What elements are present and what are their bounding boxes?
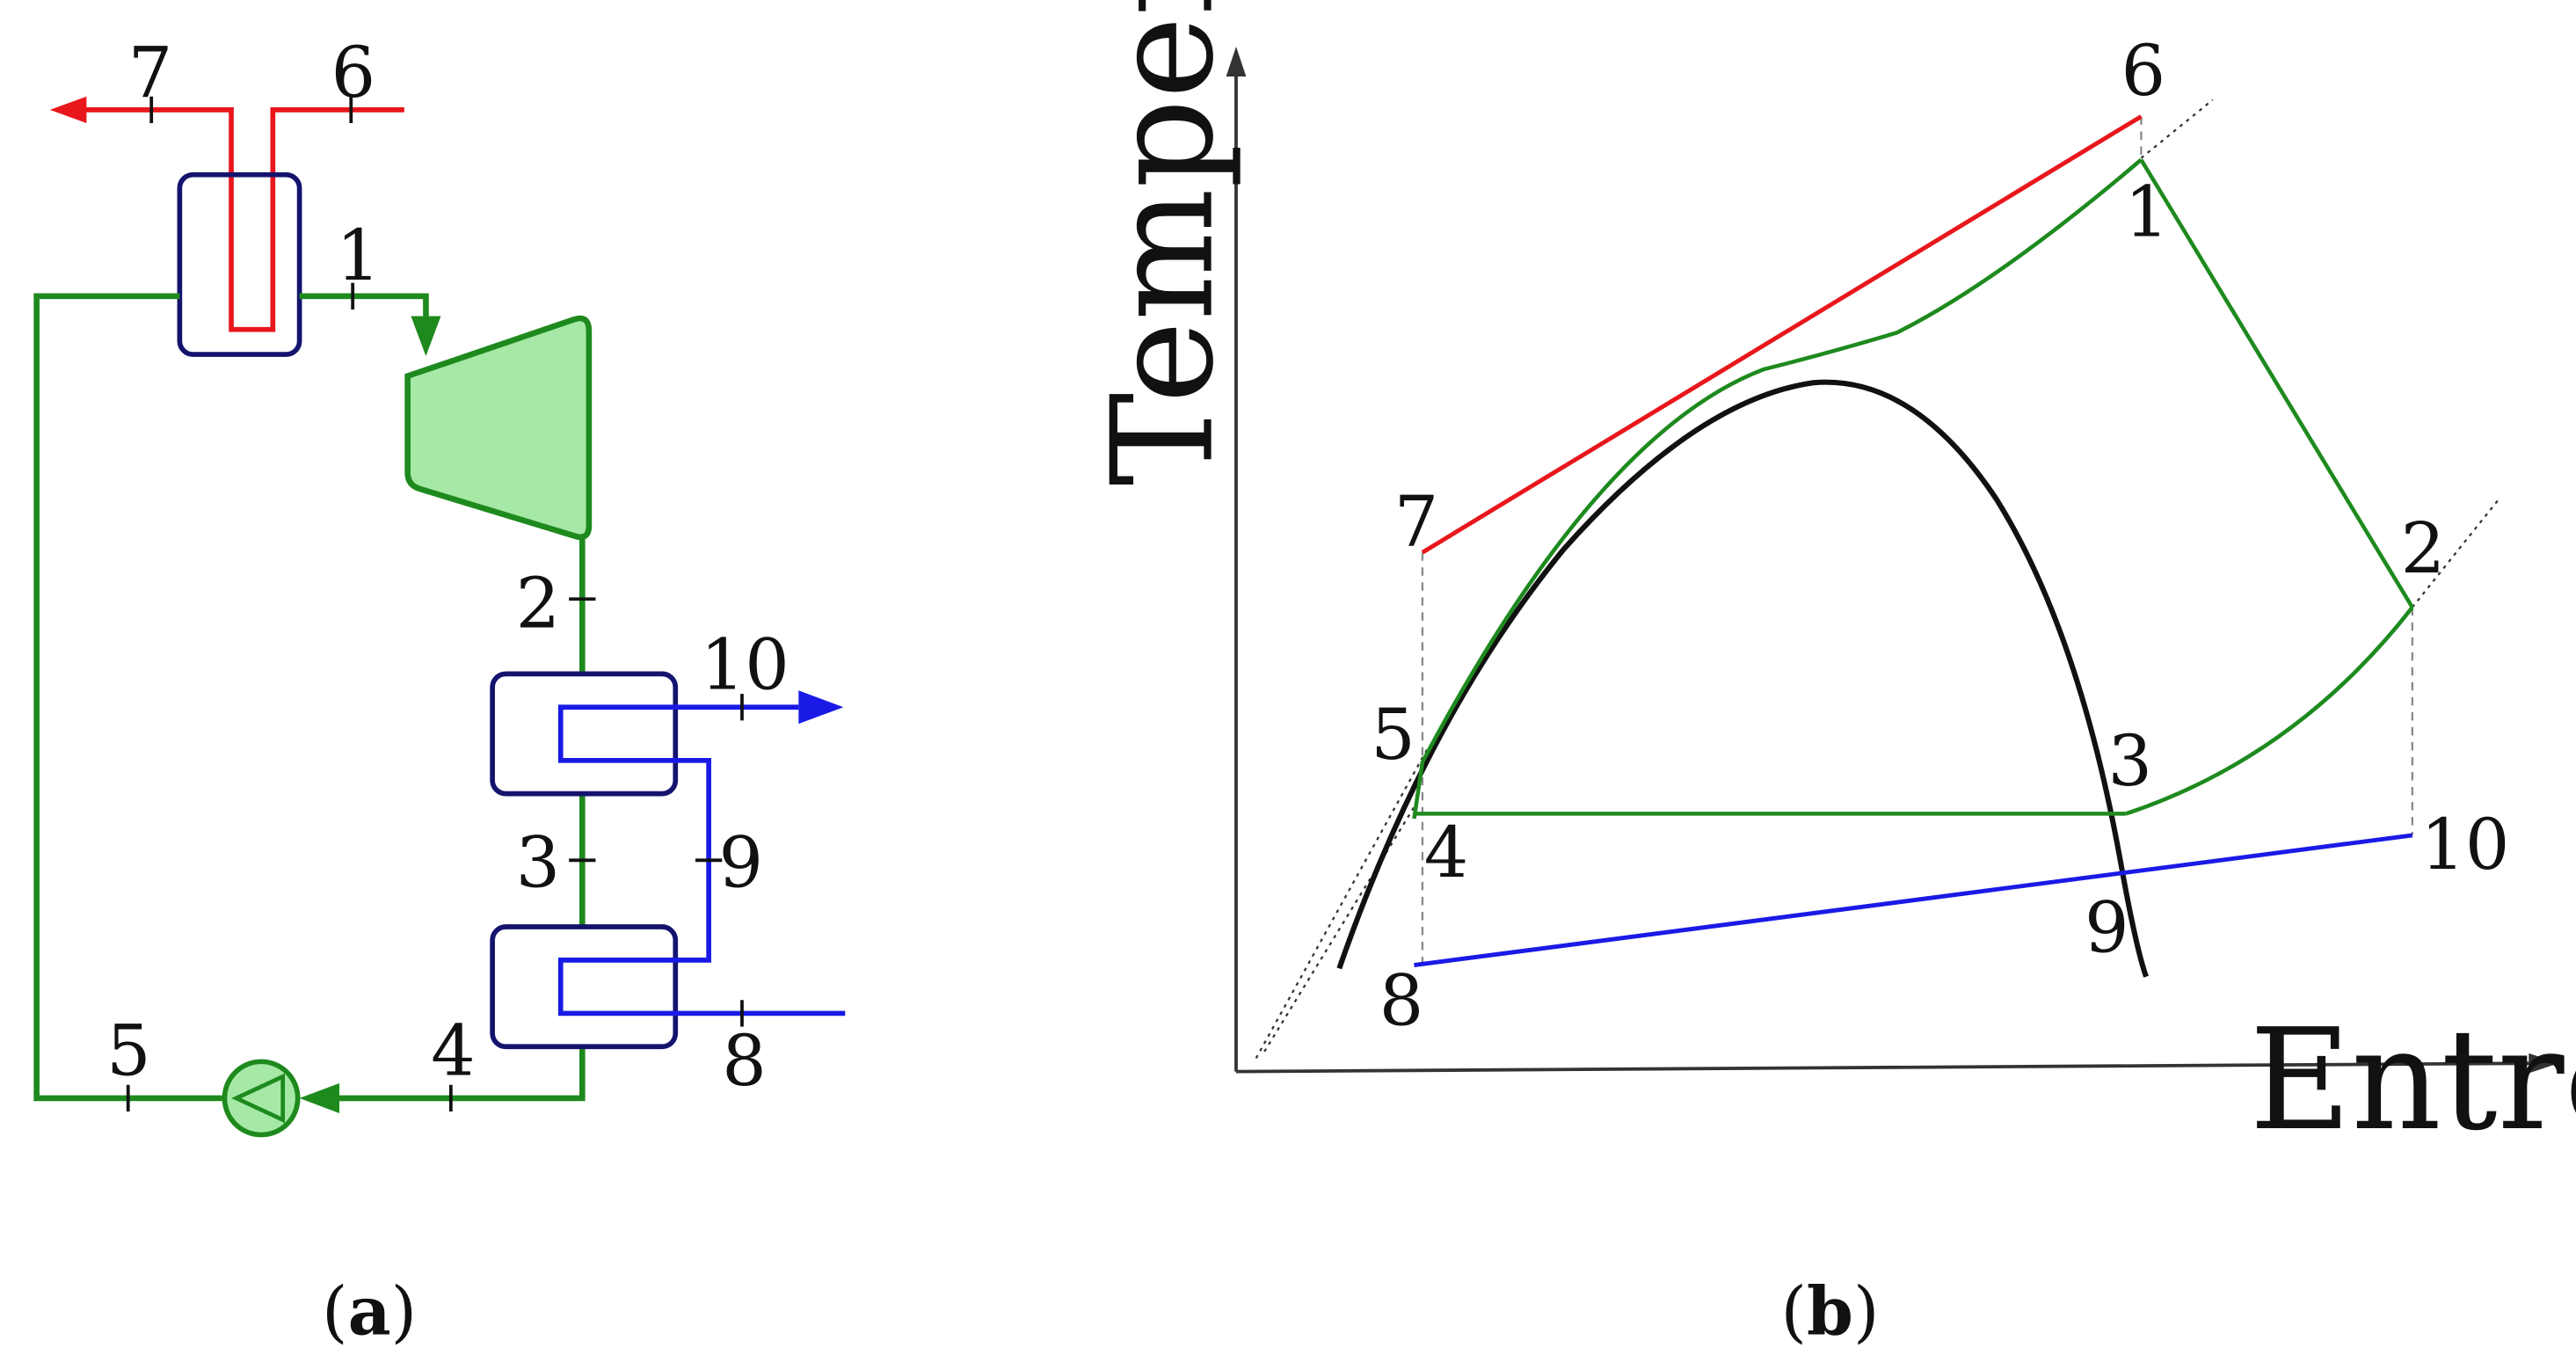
state-label-4: 4 <box>1424 812 1469 893</box>
point-label-10: 10 <box>701 623 790 705</box>
state-point-labels: 6 1 7 2 5 3 4 10 9 8 <box>1371 30 2509 1042</box>
point-label-5: 5 <box>106 1009 151 1091</box>
caption-open: ( <box>1781 1273 1808 1348</box>
cycle-path <box>1412 157 2414 820</box>
panel-a: 7 6 1 2 10 3 9 8 4 5 (a) <box>33 32 846 1348</box>
x-axis <box>1235 1061 2539 1074</box>
working-fluid-loop <box>33 282 596 1113</box>
point-label-9: 9 <box>718 822 763 904</box>
point-labels: 7 6 1 2 10 3 9 8 4 5 <box>106 32 790 1102</box>
caption-close: ) <box>1853 1273 1880 1348</box>
state-label-5: 5 <box>1371 694 1415 776</box>
point-label-4: 4 <box>431 1009 476 1091</box>
x-axis-label: Entropy <box>2249 999 2576 1162</box>
hot-stream-line <box>1421 114 2143 555</box>
heat-exchanger-icon <box>490 671 679 797</box>
heat-exchanger-icon <box>177 171 302 357</box>
saturation-dome <box>1336 379 2149 978</box>
state-label-6: 6 <box>2121 30 2166 112</box>
heat-exchanger-icon <box>490 924 679 1050</box>
caption-letter: b <box>1807 1272 1853 1348</box>
state-label-10: 10 <box>2420 804 2509 885</box>
state-label-1: 1 <box>2124 171 2169 253</box>
dashed-guides <box>1421 116 2413 965</box>
cold-stream <box>557 690 846 1027</box>
caption-close: ) <box>391 1273 418 1348</box>
point-label-3: 3 <box>516 822 561 904</box>
point-label-8: 8 <box>722 1020 767 1102</box>
point-label-1: 1 <box>336 215 381 296</box>
hot-stream <box>49 96 404 332</box>
state-label-7: 7 <box>1394 481 1439 563</box>
state-label-8: 8 <box>1379 960 1424 1042</box>
y-axis-label: Temperature <box>1082 0 1245 486</box>
turbine-icon <box>404 315 593 541</box>
point-label-2: 2 <box>516 562 561 644</box>
point-label-6: 6 <box>331 32 376 113</box>
state-label-9: 9 <box>2085 886 2129 968</box>
caption-letter: a <box>348 1272 391 1348</box>
panel-a-caption: (a) <box>322 1272 417 1348</box>
panel-b-caption: (b) <box>1781 1272 1880 1348</box>
pump-icon <box>222 1059 301 1138</box>
panel-b: Temperature Entropy 6 <box>1082 0 2576 1348</box>
point-label-7: 7 <box>128 32 173 113</box>
state-label-3: 3 <box>2108 720 2153 802</box>
caption-open: ( <box>322 1273 348 1348</box>
dotted-reference-lines <box>1255 98 2500 1060</box>
cold-stream-line <box>1414 833 2413 967</box>
state-label-2: 2 <box>2401 507 2446 589</box>
axes <box>1226 46 2559 1074</box>
